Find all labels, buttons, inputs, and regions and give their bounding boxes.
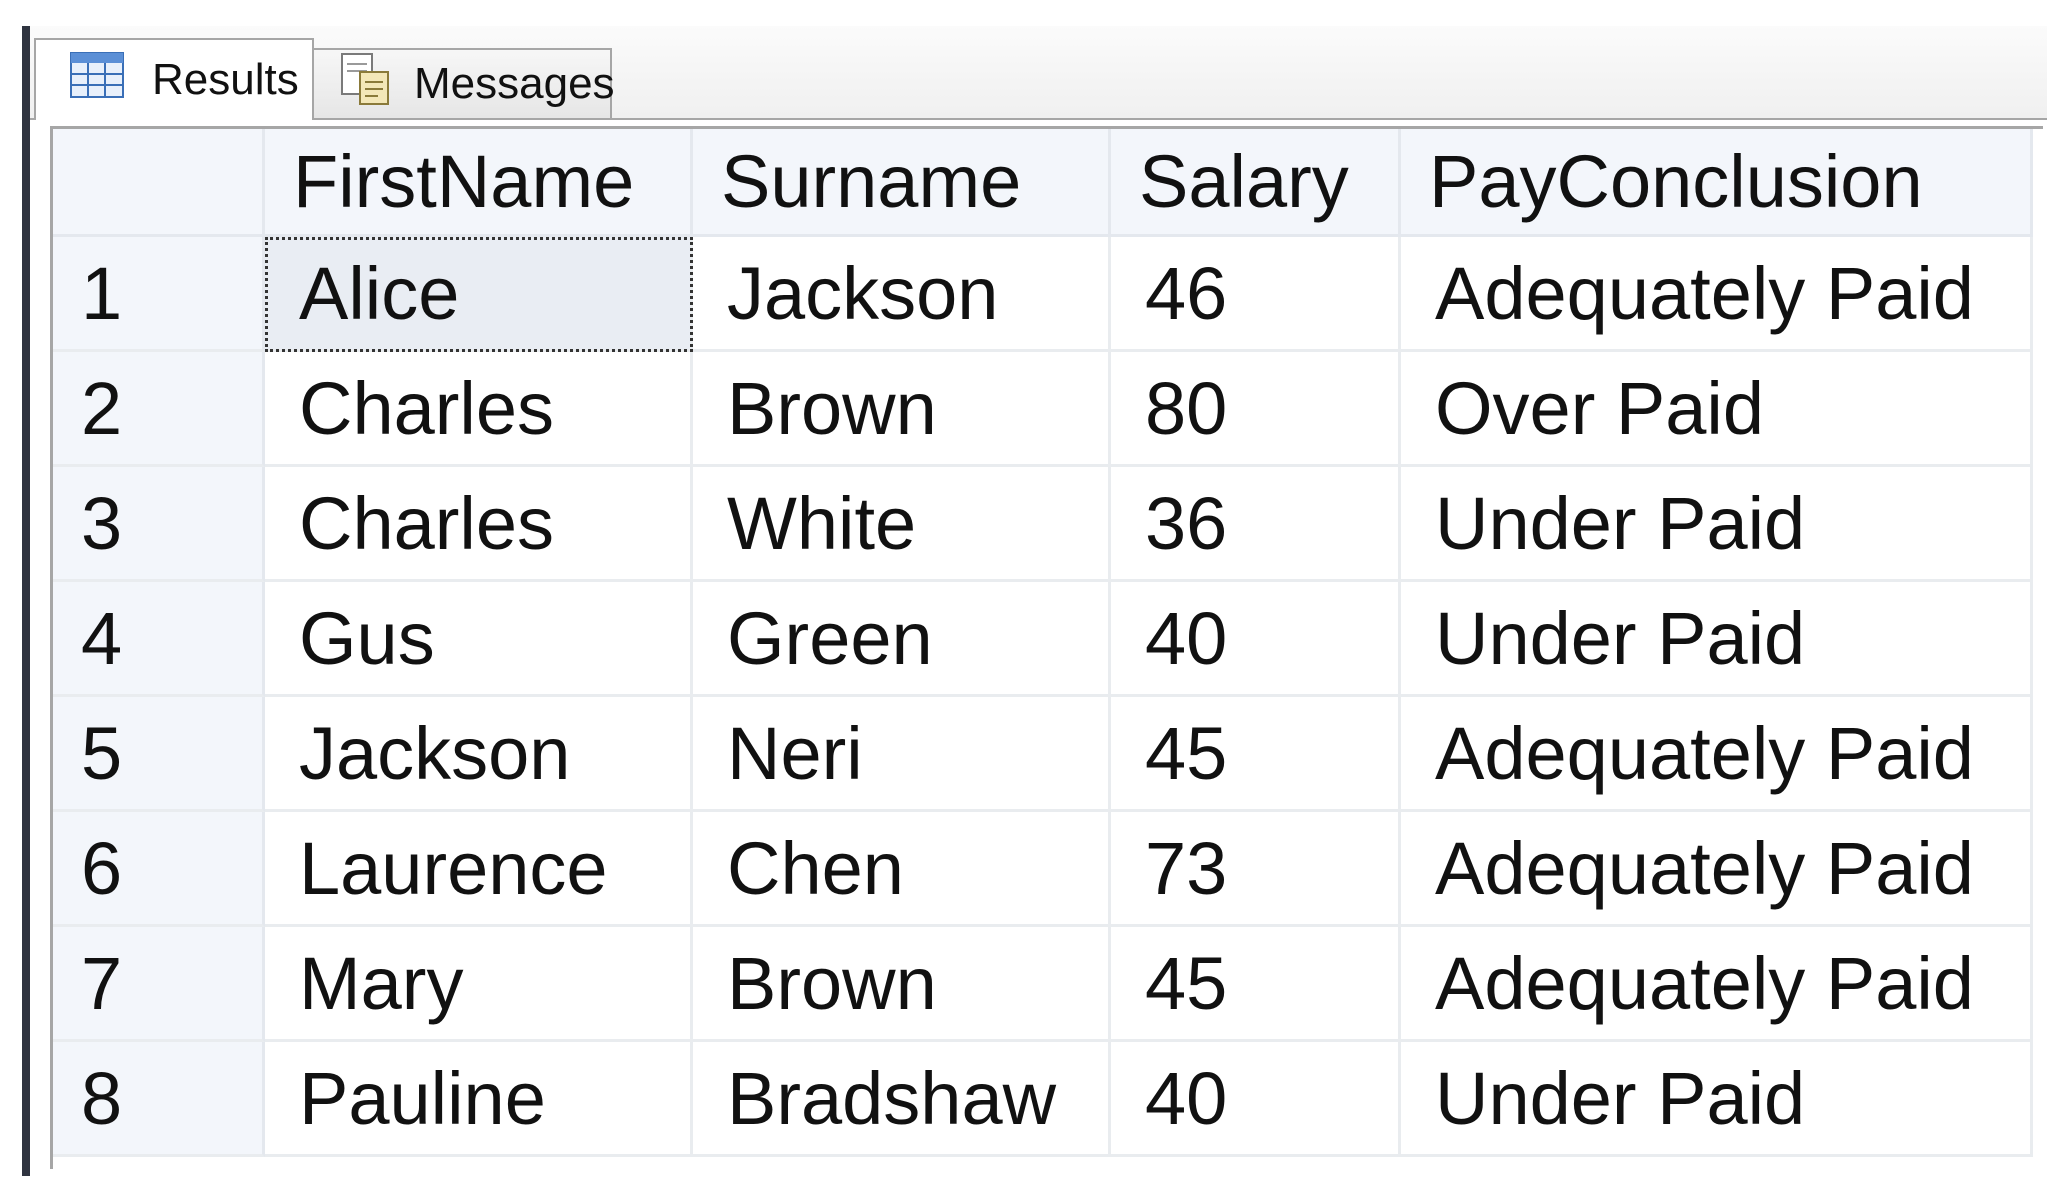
cell-surname[interactable]: White — [693, 467, 1111, 582]
cell-salary[interactable]: 45 — [1111, 927, 1401, 1042]
row-number[interactable]: 1 — [53, 237, 265, 352]
cell-payconclusion[interactable]: Under Paid — [1401, 582, 2033, 697]
cell-firstname[interactable]: Mary — [265, 927, 693, 1042]
cell-salary[interactable]: 80 — [1111, 352, 1401, 467]
cell-salary[interactable]: 46 — [1111, 237, 1401, 352]
results-grid: FirstName Surname Salary PayConclusion 1… — [50, 126, 2043, 1169]
table-row: 2 Charles Brown 80 Over Paid — [53, 352, 2033, 467]
cell-payconclusion[interactable]: Adequately Paid — [1401, 927, 2033, 1042]
cell-surname[interactable]: Brown — [693, 352, 1111, 467]
cell-surname[interactable]: Chen — [693, 812, 1111, 927]
cell-payconclusion[interactable]: Adequately Paid — [1401, 237, 2033, 352]
tab-results[interactable]: Results — [34, 38, 314, 120]
table-row: 3 Charles White 36 Under Paid — [53, 467, 2033, 582]
cell-salary[interactable]: 45 — [1111, 697, 1401, 812]
table-row: 5 Jackson Neri 45 Adequately Paid — [53, 697, 2033, 812]
cell-surname[interactable]: Jackson — [693, 237, 1111, 352]
grid-table-icon — [70, 51, 124, 109]
table-row: 7 Mary Brown 45 Adequately Paid — [53, 927, 2033, 1042]
table-row: 6 Laurence Chen 73 Adequately Paid — [53, 812, 2033, 927]
messages-document-icon — [340, 52, 392, 117]
row-header-corner[interactable] — [53, 129, 265, 237]
cell-firstname[interactable]: Pauline — [265, 1042, 693, 1157]
cell-surname[interactable]: Green — [693, 582, 1111, 697]
header-row: FirstName Surname Salary PayConclusion — [53, 129, 2033, 237]
row-number[interactable]: 2 — [53, 352, 265, 467]
row-number[interactable]: 3 — [53, 467, 265, 582]
cell-payconclusion[interactable]: Adequately Paid — [1401, 812, 2033, 927]
cell-salary[interactable]: 40 — [1111, 582, 1401, 697]
cell-payconclusion[interactable]: Over Paid — [1401, 352, 2033, 467]
cell-surname[interactable]: Bradshaw — [693, 1042, 1111, 1157]
tab-messages-label: Messages — [414, 59, 615, 108]
table-row: 8 Pauline Bradshaw 40 Under Paid — [53, 1042, 2033, 1157]
window-left-border — [22, 26, 30, 1176]
cell-payconclusion[interactable]: Adequately Paid — [1401, 697, 2033, 812]
cell-firstname[interactable]: Charles — [265, 352, 693, 467]
cell-salary[interactable]: 36 — [1111, 467, 1401, 582]
tab-results-label: Results — [152, 55, 299, 104]
results-table: FirstName Surname Salary PayConclusion 1… — [53, 129, 2033, 1157]
column-header-surname[interactable]: Surname — [693, 129, 1111, 237]
cell-salary[interactable]: 40 — [1111, 1042, 1401, 1157]
column-header-salary[interactable]: Salary — [1111, 129, 1401, 237]
cell-firstname[interactable]: Gus — [265, 582, 693, 697]
results-tabstrip: Results Messages — [30, 26, 2047, 120]
row-number[interactable]: 8 — [53, 1042, 265, 1157]
cell-firstname[interactable]: Charles — [265, 467, 693, 582]
table-row: 4 Gus Green 40 Under Paid — [53, 582, 2033, 697]
cell-payconclusion[interactable]: Under Paid — [1401, 1042, 2033, 1157]
cell-salary[interactable]: 73 — [1111, 812, 1401, 927]
cell-firstname[interactable]: Laurence — [265, 812, 693, 927]
row-number[interactable]: 7 — [53, 927, 265, 1042]
row-number[interactable]: 6 — [53, 812, 265, 927]
column-header-firstname[interactable]: FirstName — [265, 129, 693, 237]
table-row: 1 Alice Jackson 46 Adequately Paid — [53, 237, 2033, 352]
cell-payconclusion[interactable]: Under Paid — [1401, 467, 2033, 582]
row-number[interactable]: 4 — [53, 582, 265, 697]
cell-firstname[interactable]: Alice — [265, 237, 693, 352]
row-number[interactable]: 5 — [53, 697, 265, 812]
column-header-payconclusion[interactable]: PayConclusion — [1401, 129, 2033, 237]
tab-messages[interactable]: Messages — [312, 48, 615, 118]
cell-surname[interactable]: Neri — [693, 697, 1111, 812]
cell-firstname[interactable]: Jackson — [265, 697, 693, 812]
cell-surname[interactable]: Brown — [693, 927, 1111, 1042]
